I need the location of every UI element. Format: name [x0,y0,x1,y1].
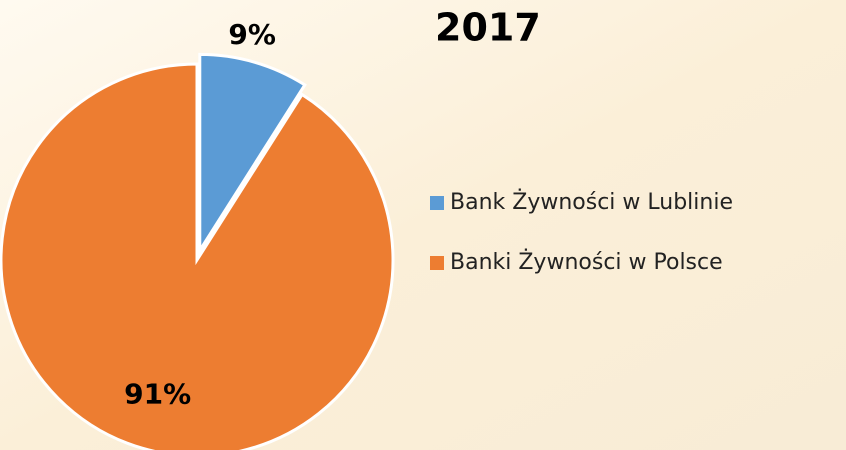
data-label: 91% [124,378,191,411]
legend-swatch [430,256,444,270]
legend-label: Bank Żywności w Lublinie [450,189,733,215]
chart-title: 2017 [435,6,541,50]
legend-swatch [430,196,444,210]
pie-slice [1,64,393,450]
chart: 2017 9% 91% Bank Żywności w Lublinie Banki … [0,0,846,450]
legend-label: Banki Żywności w Polsce [450,249,723,275]
data-label: 9% [228,18,276,51]
